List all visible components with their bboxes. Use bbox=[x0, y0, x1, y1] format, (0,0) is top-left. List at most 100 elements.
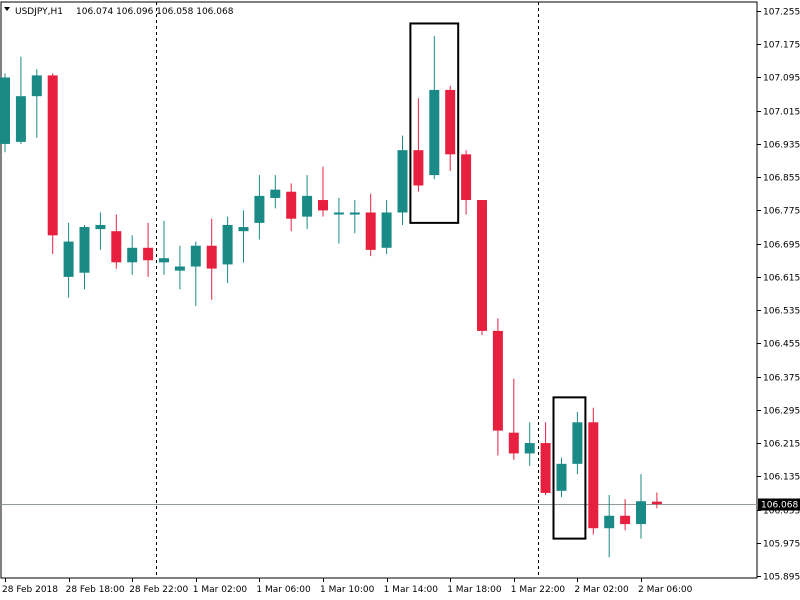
candle[interactable] bbox=[413, 98, 424, 192]
candle[interactable] bbox=[588, 407, 599, 535]
candle[interactable] bbox=[572, 411, 583, 475]
time-axis: 28 Feb 2018 28 Feb 18:00 28 Feb 22:00 1 Mar… bbox=[2, 578, 693, 595]
candle-body bbox=[636, 501, 646, 525]
candle[interactable] bbox=[461, 150, 472, 215]
time-tick-label: 1 Mar 18:00 bbox=[447, 585, 502, 595]
candle-body bbox=[238, 227, 249, 232]
candle-body bbox=[381, 212, 392, 248]
candle[interactable] bbox=[174, 245, 185, 290]
candle[interactable] bbox=[206, 218, 217, 300]
candle-body bbox=[524, 443, 535, 454]
candle[interactable] bbox=[620, 499, 631, 531]
candle[interactable] bbox=[63, 222, 74, 298]
highlight-box[interactable] bbox=[409, 22, 460, 224]
candle[interactable] bbox=[286, 183, 297, 232]
candle[interactable] bbox=[445, 85, 456, 171]
candle[interactable] bbox=[254, 175, 265, 240]
candle[interactable] bbox=[349, 200, 360, 234]
current-price-tag-bg bbox=[758, 498, 800, 511]
price-tick-label: 107.015 bbox=[763, 108, 800, 118]
price-tick-label: 107.175 bbox=[763, 41, 800, 51]
dropdown-triangle-icon[interactable] bbox=[4, 7, 10, 11]
price-tick-label: 106.935 bbox=[763, 141, 800, 151]
candle[interactable] bbox=[508, 378, 519, 460]
candle[interactable] bbox=[365, 193, 376, 257]
candle[interactable] bbox=[381, 200, 392, 255]
time-tick-label: 28 Feb 22:00 bbox=[129, 585, 188, 595]
candle-body bbox=[270, 189, 281, 198]
candle-body bbox=[127, 247, 138, 263]
current-price-tag: 106.068 bbox=[758, 498, 800, 511]
candle-body bbox=[492, 330, 503, 431]
price-tick-label: 106.375 bbox=[763, 374, 800, 384]
candle[interactable] bbox=[222, 216, 233, 284]
candle-body bbox=[111, 231, 122, 263]
candle[interactable] bbox=[0, 73, 10, 153]
time-tick-label: 1 Mar 10:00 bbox=[320, 585, 375, 595]
candle-body bbox=[79, 227, 90, 273]
candle-body bbox=[159, 258, 169, 263]
candle[interactable] bbox=[318, 166, 328, 217]
time-tick-label: 1 Mar 02:00 bbox=[193, 585, 248, 595]
candle[interactable] bbox=[540, 422, 551, 495]
candle-body bbox=[63, 241, 74, 277]
candle-body bbox=[302, 195, 313, 217]
candle[interactable] bbox=[15, 56, 26, 144]
price-tick-label: 106.135 bbox=[763, 473, 800, 483]
price-tick-label: 107.255 bbox=[763, 8, 800, 18]
candle[interactable] bbox=[524, 422, 535, 466]
candle[interactable] bbox=[604, 494, 615, 558]
candle-body bbox=[572, 422, 583, 464]
candle-body bbox=[190, 245, 201, 267]
candle[interactable] bbox=[238, 210, 249, 263]
plot-frame bbox=[0, 1, 758, 579]
candle-body bbox=[143, 247, 154, 261]
candle[interactable] bbox=[651, 492, 662, 509]
plot-area[interactable] bbox=[0, 1, 758, 579]
price-tick-label: 105.975 bbox=[763, 540, 800, 550]
time-tick-label: 1 Mar 22:00 bbox=[511, 585, 566, 595]
candle-body bbox=[429, 89, 440, 176]
candle[interactable] bbox=[477, 200, 487, 336]
candle[interactable] bbox=[492, 318, 503, 456]
candle[interactable] bbox=[159, 220, 169, 275]
current-price-label: 106.068 bbox=[761, 501, 798, 511]
price-tick-label: 106.215 bbox=[763, 440, 800, 450]
candle[interactable] bbox=[95, 212, 106, 250]
candle-body bbox=[461, 154, 472, 201]
candle[interactable] bbox=[333, 197, 344, 244]
price-tick-label: 106.295 bbox=[763, 407, 800, 417]
candle[interactable] bbox=[302, 175, 313, 230]
candle[interactable] bbox=[127, 235, 138, 275]
candle[interactable] bbox=[31, 69, 42, 138]
price-tick-label: 106.055 bbox=[763, 507, 800, 517]
candle[interactable] bbox=[556, 457, 567, 498]
candle-body bbox=[604, 515, 615, 529]
chart-header: USDJPY,H1 106.074 106.096 106.058 106.06… bbox=[4, 7, 234, 17]
candle[interactable] bbox=[143, 222, 154, 277]
candle-body bbox=[206, 245, 217, 269]
candle[interactable] bbox=[397, 135, 408, 225]
time-tick-label: 2 Mar 06:00 bbox=[638, 585, 693, 595]
candle[interactable] bbox=[429, 35, 440, 180]
symbol-label: USDJPY,H1 bbox=[15, 7, 63, 17]
time-tick-label: 1 Mar 06:00 bbox=[256, 585, 311, 595]
highlight-box[interactable] bbox=[552, 396, 587, 540]
price-tick-label: 106.695 bbox=[763, 241, 800, 251]
candle[interactable] bbox=[111, 214, 122, 269]
candle[interactable] bbox=[636, 474, 646, 539]
price-tick-label: 107.095 bbox=[763, 74, 800, 84]
candle[interactable] bbox=[270, 175, 281, 209]
candle-body bbox=[286, 191, 297, 219]
candle[interactable] bbox=[190, 241, 201, 306]
candle-body bbox=[445, 89, 456, 155]
candle-body bbox=[47, 75, 58, 236]
candle-body bbox=[318, 200, 328, 211]
price-tick-label: 106.455 bbox=[763, 340, 800, 350]
time-tick-label: 2 Mar 02:00 bbox=[574, 585, 629, 595]
candle-body bbox=[0, 77, 10, 144]
candle[interactable] bbox=[47, 73, 58, 255]
candle[interactable] bbox=[79, 224, 90, 290]
candle-body bbox=[254, 195, 265, 223]
